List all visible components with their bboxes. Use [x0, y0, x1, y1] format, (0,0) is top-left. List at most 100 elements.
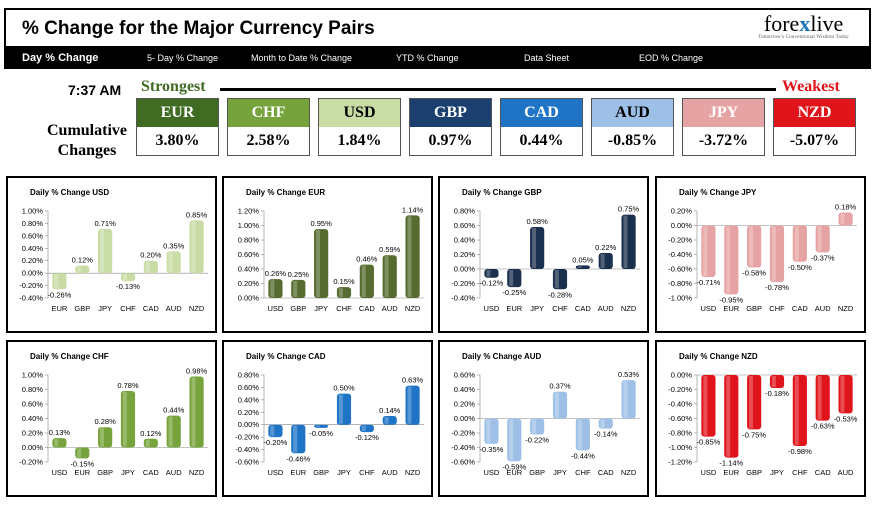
x-tick-label: CAD — [598, 468, 614, 477]
bar-highlight — [407, 386, 412, 424]
x-tick-label: GBP — [529, 468, 545, 477]
page-title: % Change for the Major Currency Pairs — [22, 18, 375, 39]
bar-highlight — [270, 425, 275, 437]
y-tick-label: 0.00% — [22, 269, 44, 278]
data-label: 0.63% — [402, 376, 424, 385]
chart-title: Daily % Change CHF — [30, 352, 109, 361]
nav-data-sheet[interactable]: Data Sheet — [524, 53, 570, 63]
chart-title: Daily % Change AUD — [462, 352, 541, 361]
data-label: -0.78% — [765, 283, 789, 292]
bar-highlight — [293, 280, 298, 297]
chart-title: Daily % Change CAD — [246, 352, 326, 361]
bar-highlight — [384, 256, 389, 297]
data-label: 0.05% — [572, 255, 594, 264]
bar-highlight — [771, 376, 776, 388]
chart-title: Daily % Change JPY — [679, 188, 757, 197]
data-label: 0.98% — [186, 366, 208, 375]
y-tick-label: -1.20% — [668, 458, 692, 467]
bar-highlight — [703, 226, 708, 276]
y-tick-label: -0.80% — [668, 429, 692, 438]
data-label: -0.95% — [719, 295, 743, 304]
y-tick-label: 0.40% — [454, 385, 476, 394]
chart-aud: Daily % Change AUD 0.60% 0.40% 0.20% 0.00% -0… — [451, 352, 640, 477]
x-tick-label: AUD — [166, 468, 182, 477]
y-tick-label: 0.40% — [238, 395, 260, 404]
nav-day-change[interactable]: Day % Change — [22, 52, 99, 64]
x-tick-label: NZD — [621, 468, 637, 477]
currency-cumulative-value: -5.07% — [789, 132, 840, 149]
y-tick-label: 0.80% — [22, 219, 44, 228]
bar-highlight — [771, 226, 776, 282]
y-tick-label: 1.00% — [238, 221, 260, 230]
x-tick-label: NZD — [189, 468, 205, 477]
bar-highlight — [293, 425, 298, 453]
x-tick-label: NZD — [838, 304, 854, 313]
data-label: -1.14% — [719, 459, 743, 468]
data-label: -0.46% — [286, 454, 310, 463]
data-label: -0.44% — [571, 451, 595, 460]
chart-title: Daily % Change USD — [30, 188, 109, 197]
y-tick-label: 0.60% — [22, 231, 44, 240]
bar-highlight — [817, 226, 822, 252]
y-tick-label: 0.20% — [238, 279, 260, 288]
x-tick-label: NZD — [621, 304, 637, 313]
bar-highlight — [145, 261, 150, 273]
nav-eod-change[interactable]: EOD % Change — [639, 53, 704, 63]
y-tick-label: 0.60% — [454, 371, 476, 380]
strongest-label: Strongest — [141, 78, 206, 95]
chart-panel-jpy: Daily % Change JPY 0.20% 0.00% -0.20% -0.40%… — [655, 176, 866, 333]
forexlive-logo[interactable]: forexlive Tomorrow's Conventional Wisdom… — [758, 13, 849, 41]
x-tick-label: CHF — [769, 304, 785, 313]
bar-highlight — [338, 394, 343, 424]
y-tick-label: -0.40% — [19, 294, 43, 303]
y-tick-label: -0.40% — [668, 400, 692, 409]
currency-name: JPY — [683, 99, 764, 127]
bar-highlight — [726, 226, 731, 294]
data-label: -0.25% — [502, 288, 526, 297]
x-tick-label: JPY — [121, 468, 135, 477]
x-tick-label: CHF — [575, 468, 591, 477]
y-tick-label: 0.20% — [22, 429, 44, 438]
chart-cad: Daily % Change CAD 0.80% 0.60% 0.40% 0.20% 0.… — [235, 352, 424, 477]
nav-5day-change[interactable]: 5- Day % Change — [147, 53, 219, 63]
data-label: 0.18% — [835, 202, 857, 211]
y-tick-label: 0.00% — [238, 420, 260, 429]
x-tick-label: CHF — [336, 304, 352, 313]
data-label: -0.14% — [594, 430, 618, 439]
x-tick-label: EUR — [52, 304, 68, 313]
y-tick-label: -0.80% — [668, 279, 692, 288]
bar-highlight — [77, 448, 82, 458]
currency-box-jpy: JPY -3.72% — [682, 98, 765, 156]
data-label: 0.46% — [356, 255, 378, 264]
x-tick-label: CHF — [792, 468, 808, 477]
y-tick-label: 0.20% — [22, 256, 44, 265]
currency-name: CHF — [228, 99, 309, 127]
currency-box-aud: AUD -0.85% — [591, 98, 674, 156]
data-label: -0.50% — [788, 263, 812, 272]
data-label: -0.20% — [264, 438, 288, 447]
data-label: -0.18% — [765, 389, 789, 398]
currency-cumulative-value: 0.44% — [519, 132, 564, 149]
bar-highlight — [486, 419, 491, 443]
bar-highlight — [122, 391, 127, 447]
y-tick-label: 1.20% — [238, 207, 260, 216]
currency-name: USD — [319, 99, 400, 127]
chart-title: Daily % Change GBP — [462, 188, 542, 197]
chart-title: Daily % Change EUR — [246, 188, 325, 197]
bar-highlight — [191, 221, 196, 273]
data-label: -0.22% — [525, 435, 549, 444]
x-tick-label: AUD — [598, 304, 614, 313]
y-tick-label: 0.20% — [454, 400, 476, 409]
bar-cad — [575, 265, 590, 269]
data-label: 0.37% — [549, 382, 571, 391]
nav-month-to-date[interactable]: Month to Date % Change — [251, 53, 353, 63]
x-tick-label: EUR — [74, 468, 90, 477]
x-tick-label: AUD — [838, 468, 854, 477]
nav-ytd-change[interactable]: YTD % Change — [396, 53, 459, 63]
data-label: 0.12% — [72, 256, 94, 265]
x-tick-label: CHF — [120, 304, 136, 313]
x-tick-label: GBP — [290, 304, 306, 313]
bar-highlight — [54, 439, 59, 447]
header-bar: % Change for the Major Currency Pairs fo… — [4, 8, 871, 48]
data-label: 0.78% — [117, 381, 139, 390]
